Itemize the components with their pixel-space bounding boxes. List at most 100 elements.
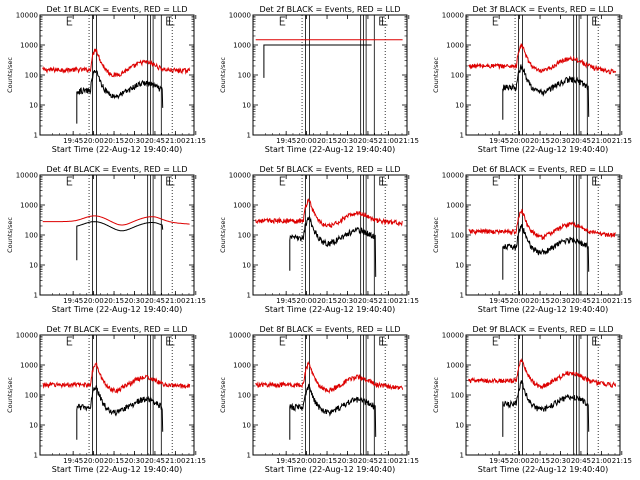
detector-panel-7: Det 7f BLACK = Events, RED = LLD 1 10 100 10…	[6, 325, 206, 474]
y-tick-label: 1	[34, 452, 38, 460]
l-marker-glyph	[382, 17, 388, 26]
l-marker-glyph	[595, 337, 601, 346]
series-events-line	[502, 224, 590, 280]
y-tick-label: 10	[455, 262, 464, 270]
x-tick-label: 21:15	[186, 297, 206, 305]
x-tick-label: 21:00	[378, 297, 398, 305]
x-tick-label: 20:00	[84, 297, 104, 305]
y-tick-label: 1	[34, 132, 38, 140]
x-tick-label: 21:15	[186, 137, 206, 145]
series-lld-line	[42, 362, 191, 394]
detector-panel-2: Det 2f BLACK = Events, RED = LLD 1 10 100 10…	[219, 5, 419, 154]
plot-frame	[465, 174, 621, 296]
x-tick-label: 21:00	[591, 297, 611, 305]
x-tick-label: 21:00	[591, 137, 611, 145]
y-tick-label: 1000	[446, 202, 464, 210]
x-tick-label: 21:00	[165, 297, 185, 305]
x-tick-label: 21:00	[591, 457, 611, 465]
x-tick-label: 21:00	[165, 457, 185, 465]
x-tick-label: 19:45	[276, 297, 296, 305]
l-marker-glyph	[169, 177, 175, 186]
x-tick-label: 19:45	[63, 297, 83, 305]
x-tick-label: 20:30	[337, 457, 357, 465]
y-tick-label: 1000	[20, 202, 38, 210]
x-tick-label: 20:00	[297, 297, 317, 305]
x-tick-label: 20:00	[510, 297, 530, 305]
plot-frame	[465, 14, 621, 136]
detector-panel-9: Det 9f BLACK = Events, RED = LLD 1 10 100 10…	[432, 325, 632, 474]
x-tick-label: 20:15	[104, 137, 124, 145]
y-tick-label: 10	[242, 102, 251, 110]
y-tick-label: 10000	[229, 172, 251, 180]
x-tick-label: 20:45	[145, 297, 165, 305]
y-tick-label: 10	[242, 262, 251, 270]
x-tick-label: 20:30	[550, 457, 570, 465]
y-axis-label: Counts/sec	[219, 377, 227, 413]
x-tick-label: 20:15	[530, 457, 550, 465]
panel-title: Det 4f BLACK = Events, RED = LLD	[46, 165, 187, 174]
panel-title: Det 3f BLACK = Events, RED = LLD	[472, 5, 613, 14]
y-tick-label: 1	[460, 292, 464, 300]
x-tick-label: 21:15	[612, 457, 632, 465]
x-axis-label: Start Time (22-Aug-12 19:40:40)	[478, 145, 609, 154]
detector-panel-6: Det 6f BLACK = Events, RED = LLD 1 10 100 10…	[432, 165, 632, 314]
y-tick-label: 10000	[442, 172, 464, 180]
x-tick-label: 20:30	[124, 137, 144, 145]
x-tick-label: 20:30	[550, 137, 570, 145]
panel-title: Det 6f BLACK = Events, RED = LLD	[472, 165, 613, 174]
y-tick-label: 10	[29, 102, 38, 110]
e-marker-glyph	[66, 16, 73, 26]
e-marker-glyph	[279, 16, 286, 26]
x-axis-label: Start Time (22-Aug-12 19:40:40)	[265, 465, 396, 474]
y-tick-label: 10	[29, 262, 38, 270]
series-lld-line	[42, 215, 190, 226]
x-tick-label: 19:45	[63, 137, 83, 145]
y-tick-label: 10000	[16, 172, 38, 180]
e-marker-glyph	[492, 16, 499, 26]
x-tick-label: 20:15	[317, 137, 337, 145]
y-tick-label: 100	[451, 392, 464, 400]
l-marker-glyph	[595, 177, 601, 186]
x-axis-label: Start Time (22-Aug-12 19:40:40)	[265, 305, 396, 314]
detector-panel-1: Det 1f BLACK = Events, RED = LLD 1 10 100 10…	[6, 5, 206, 154]
y-axis-label: Counts/sec	[6, 217, 14, 253]
y-tick-label: 1000	[20, 42, 38, 50]
y-axis-label: Counts/sec	[432, 217, 440, 253]
x-tick-label: 20:45	[358, 457, 378, 465]
x-axis-label: Start Time (22-Aug-12 19:40:40)	[478, 305, 609, 314]
y-tick-label: 100	[25, 232, 38, 240]
x-axis-label: Start Time (22-Aug-12 19:40:40)	[478, 465, 609, 474]
series-lld-line	[255, 361, 404, 395]
x-tick-label: 20:15	[317, 297, 337, 305]
l-marker-glyph	[169, 337, 175, 346]
series-events-line	[263, 44, 372, 78]
e-marker-glyph	[279, 336, 286, 346]
y-tick-label: 100	[25, 72, 38, 80]
plot-frame	[39, 334, 195, 456]
y-tick-label: 1	[247, 452, 251, 460]
x-tick-label: 19:45	[489, 457, 509, 465]
plot-frame	[252, 334, 408, 456]
x-tick-label: 21:15	[399, 297, 419, 305]
x-tick-label: 21:00	[165, 137, 185, 145]
series-lld-line	[468, 358, 617, 390]
y-tick-label: 100	[25, 392, 38, 400]
series-events-line	[289, 383, 377, 440]
e-marker-glyph	[492, 176, 499, 186]
x-tick-label: 20:45	[358, 297, 378, 305]
series-events-line	[289, 215, 377, 277]
x-axis-label: Start Time (22-Aug-12 19:40:40)	[265, 145, 396, 154]
x-tick-label: 21:15	[399, 457, 419, 465]
series-events-line	[502, 380, 590, 437]
panel-title: Det 7f BLACK = Events, RED = LLD	[46, 325, 187, 334]
plot-frame	[39, 174, 195, 296]
x-tick-label: 20:45	[145, 137, 165, 145]
y-tick-label: 1	[247, 132, 251, 140]
x-tick-label: 20:15	[104, 297, 124, 305]
x-tick-label: 21:15	[612, 137, 632, 145]
y-tick-label: 10	[455, 102, 464, 110]
panel-title: Det 9f BLACK = Events, RED = LLD	[472, 325, 613, 334]
detector-panel-4: Det 4f BLACK = Events, RED = LLD 1 10 100 10…	[6, 165, 206, 314]
y-axis-label: Counts/sec	[432, 377, 440, 413]
series-events-line	[502, 64, 590, 120]
